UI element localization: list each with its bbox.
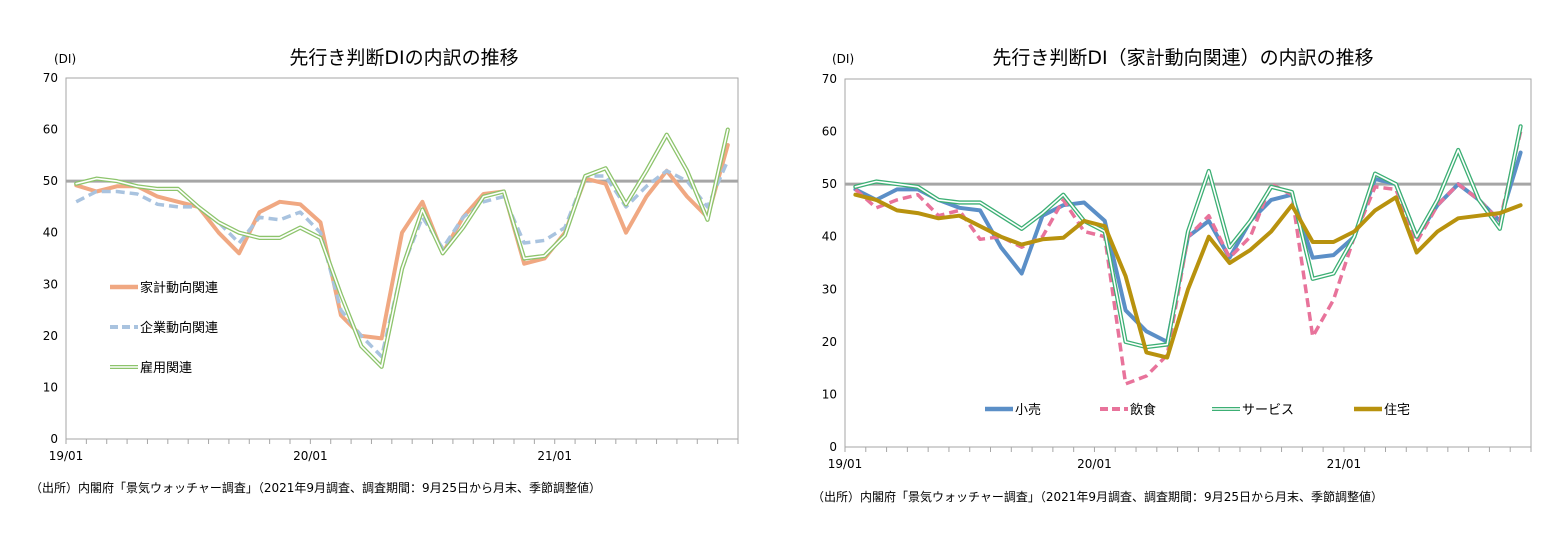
y-tick-label-0: 0 [829,440,837,454]
y-tick-label-50: 50 [822,177,837,191]
y-axis-ticks: 0 10 20 30 40 50 60 70 [43,71,58,446]
y-tick-label-50: 50 [43,174,58,188]
plot-area [844,78,1532,448]
legend-label-dining: 飲食 [1130,402,1156,418]
y-tick-label-60: 60 [822,125,837,139]
legend-item-retail: 小売 [985,402,1041,418]
y-tick-label-70: 70 [43,71,58,85]
legend-label-retail: 小売 [1015,402,1041,418]
y-tick-label-10: 10 [43,380,58,394]
x-axis-ticks: 19/01 20/01 21/01 [828,447,1532,471]
y-tick-label-30: 30 [43,277,58,291]
y-tick-label-40: 40 [43,226,58,240]
legend-item-housing: 住宅 [1354,403,1410,418]
source-note: （出所）内閣府「景気ウォッチャー調査」（2021年9月調査、調査期間：9月25日… [812,489,1383,504]
legend-item-dining: 飲食 [1100,402,1156,418]
legend-item-services: サービス [1212,403,1294,418]
series-line-a [74,143,730,341]
y-tick-label-40: 40 [822,230,837,244]
x-tick-label-2: 21/01 [537,449,572,463]
x-tick-label-0: 19/01 [49,449,84,463]
chart-left: 先行き判断DIの内訳の推移 (DI) 0 10 20 30 40 50 60 70 19/01… [30,47,739,495]
y-tick-label-0: 0 [50,432,58,446]
x-tick-label-0: 19/01 [828,457,863,471]
series-line-b [75,159,730,359]
x-tick-label-1: 20/01 [1077,457,1112,471]
x-tick-label-1: 20/01 [293,449,328,463]
chart-title: 先行き判断DI（家計動向関連）の内訳の推移 [992,47,1373,69]
legend: 家計動向関連 企業動向関連 雇用関連 [110,280,218,376]
legend-label-employment: 雇用関連 [140,360,192,376]
series-line-c-inner [75,128,729,368]
series-line-b [854,131,1523,386]
plot-area [65,77,739,440]
legend-label-housing: 住宅 [1384,403,1410,418]
series-lines [853,124,1523,386]
x-axis-ticks: 19/01 20/01 21/01 [49,439,739,463]
series-line-d [853,192,1523,360]
y-tick-label-60: 60 [43,123,58,137]
legend-item-corporate: 企業動向関連 [110,320,218,336]
x-tick-label-2: 21/01 [1327,457,1362,471]
chart-right: 先行き判断DI（家計動向関連）の内訳の推移 (DI) 0 10 20 30 40 50 60… [812,47,1532,504]
legend-item-household: 家計動向関連 [110,280,218,296]
series-lines [74,127,730,369]
series-line-c-inner [854,125,1522,348]
y-axis-ticks: 0 10 20 30 40 50 60 70 [822,72,837,454]
y-tick-label-20: 20 [822,335,837,349]
y-axis-unit-label: (DI) [54,52,76,66]
y-tick-label-10: 10 [822,387,837,401]
y-tick-label-20: 20 [43,329,58,343]
chart-title: 先行き判断DIの内訳の推移 [289,47,518,69]
y-axis-unit-label: (DI) [832,52,854,66]
y-tick-label-70: 70 [822,72,837,86]
source-note: （出所）内閣府「景気ウォッチャー調査」（2021年9月調査、調査期間：9月25日… [30,480,601,495]
legend-label-household: 家計動向関連 [140,280,218,296]
legend: 小売 飲食 サービス 住宅 [985,402,1410,418]
legend-item-employment: 雇用関連 [110,360,192,376]
y-tick-label-30: 30 [822,282,837,296]
legend-label-services: サービス [1242,403,1294,418]
legend-label-corporate: 企業動向関連 [140,320,218,336]
